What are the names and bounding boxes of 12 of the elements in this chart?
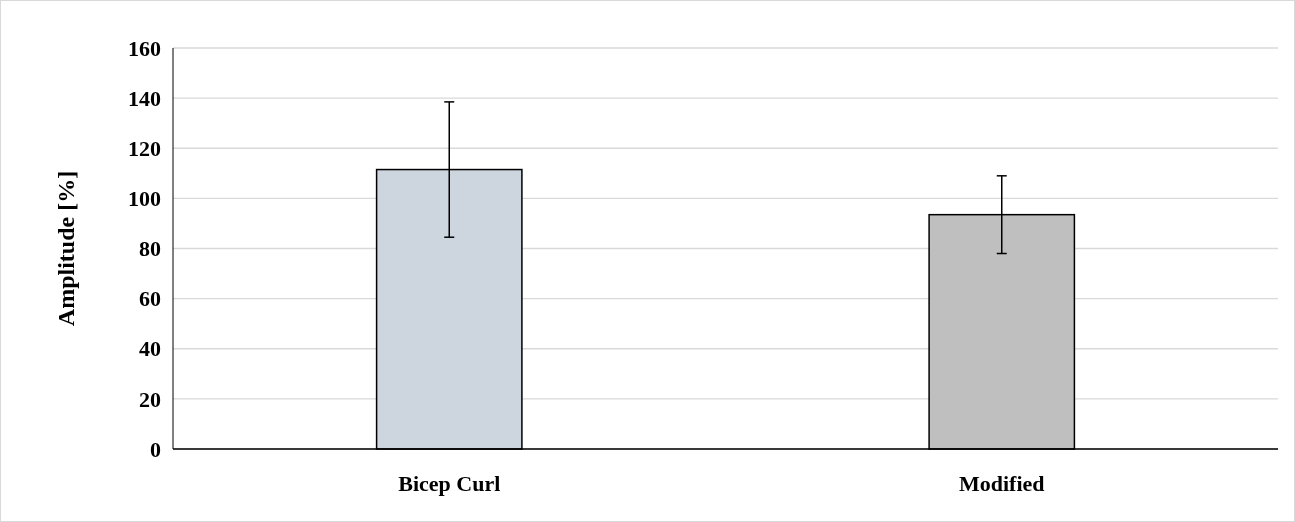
y-tick-label: 80 (139, 236, 161, 262)
y-tick-label: 40 (139, 336, 161, 362)
x-tick-label: Modified (958, 471, 1045, 496)
y-tick-label: 20 (139, 386, 161, 412)
y-tick-label: 100 (128, 186, 161, 212)
y-tick-label: 160 (128, 35, 161, 61)
y-tick-label: 120 (128, 135, 161, 161)
y-tick-label: 0 (150, 436, 161, 462)
y-tick-label: 60 (139, 286, 161, 312)
y-tick-label: 140 (128, 85, 161, 111)
y-axis-title: Amplitude [%] (53, 170, 79, 327)
x-tick-label: Bicep Curl (398, 471, 501, 496)
